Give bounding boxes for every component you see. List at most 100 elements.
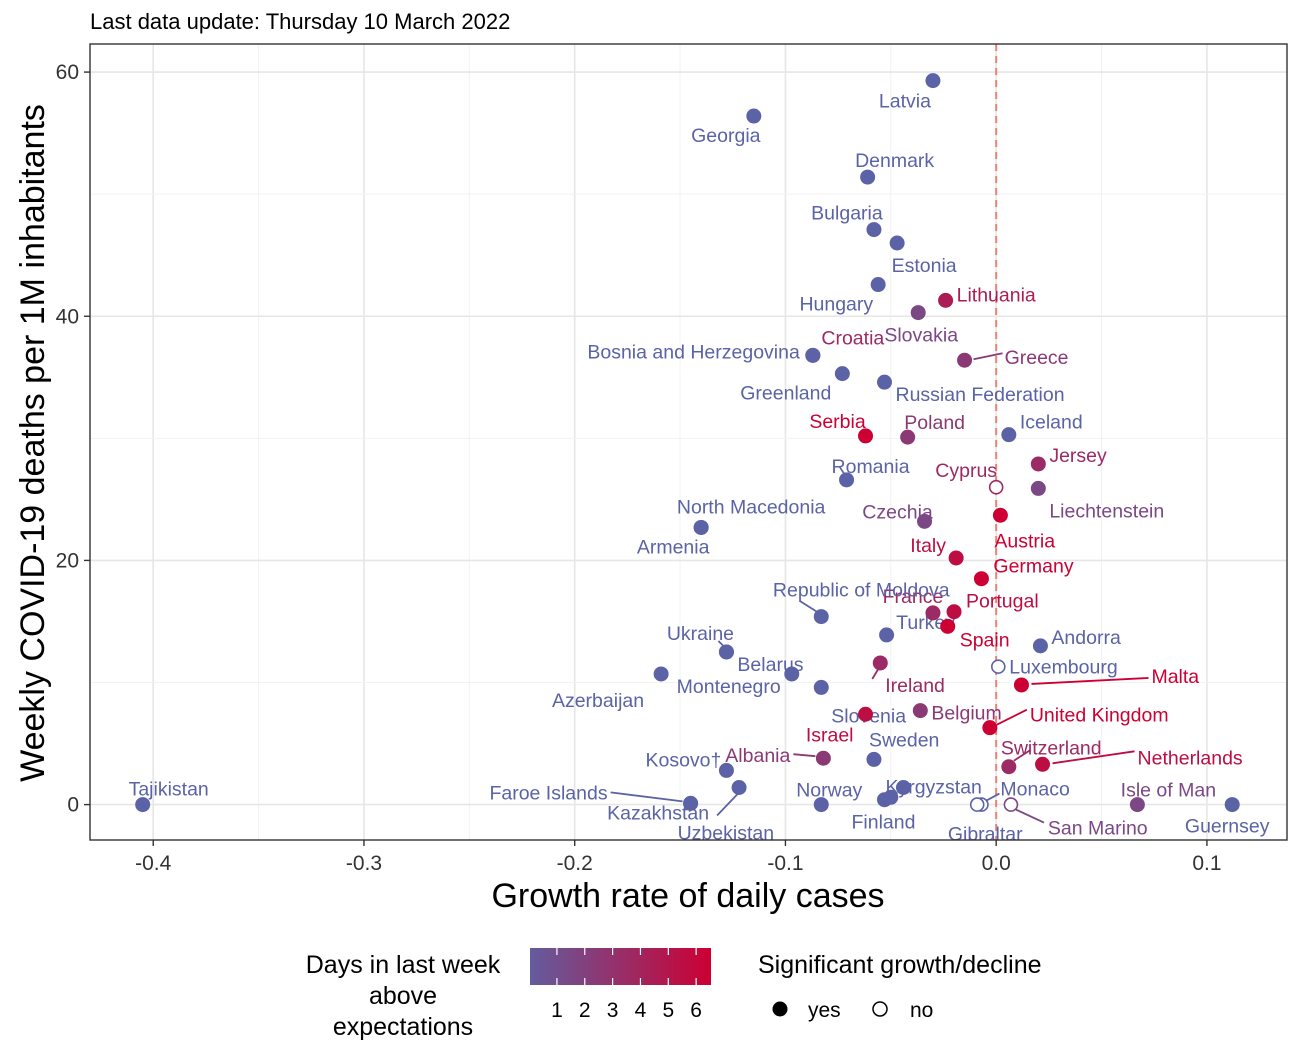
point-israel	[858, 706, 874, 722]
point-label-monaco: Monaco	[1000, 779, 1070, 801]
legend: Days in last week above expectations 1 2 3 4 5 6…	[306, 948, 1042, 1041]
shape-legend-title: Significant growth/decline	[758, 951, 1042, 979]
point-label-sweden: Sweden	[869, 729, 939, 751]
point-finland	[883, 789, 899, 805]
x-axis-title: Growth rate of daily cases	[491, 877, 884, 915]
point-label-republic-of-moldova: Republic of Moldova	[773, 580, 950, 602]
point-switzerland	[1001, 759, 1017, 775]
point-france	[925, 605, 941, 621]
point-label-albania: Albania	[725, 745, 790, 767]
point-label-bosnia-and-herzegovina: Bosnia and Herzegovina	[587, 341, 800, 363]
point-label-switzerland: Switzerland	[1001, 738, 1102, 760]
point-label-spain: Spain	[960, 629, 1010, 651]
leader-line-faroe-islands	[610, 791, 683, 803]
point-republic-of-moldova	[813, 609, 829, 625]
colorbar-tick-label: 4	[635, 999, 647, 1022]
point-label-austria: Austria	[994, 530, 1055, 552]
axes: -0.4 -0.3 -0.2 -0.1 0.0 0.1 0 20 40 60	[56, 43, 1288, 875]
point-sweden	[866, 751, 882, 767]
point-greece	[957, 352, 973, 368]
point-label-greenland: Greenland	[740, 383, 831, 405]
x-tick-label: -0.3	[346, 852, 382, 875]
point-montenegro	[784, 666, 800, 682]
colorbar-tick-label: 2	[579, 999, 591, 1022]
leader-line-san-marino	[1015, 808, 1045, 824]
leader-line-albania	[793, 753, 816, 758]
y-axis-title: Weekly COVID-19 deaths per 1M inhabitant…	[14, 104, 52, 782]
point-label-lithuania: Lithuania	[957, 284, 1036, 306]
legend-label-yes: yes	[808, 999, 841, 1022]
legend-filled-point	[772, 1001, 788, 1017]
point-germany	[973, 571, 989, 587]
point-label-kyrgyzstan: Kyrgyzstan	[885, 777, 981, 799]
point-label-ireland: Ireland	[885, 675, 945, 697]
color-legend-title: above	[369, 982, 437, 1010]
x-tick-label: -0.4	[135, 852, 172, 875]
point-turkey	[879, 627, 895, 643]
point-hungary	[870, 277, 886, 293]
point-bosnia-and-herzegovina	[805, 347, 821, 363]
colorbar	[530, 948, 711, 985]
point-isle-of-man	[1129, 797, 1145, 813]
point-label-bulgaria: Bulgaria	[811, 203, 883, 225]
point-label-montenegro: Montenegro	[677, 676, 781, 698]
y-tick-label: 0	[67, 794, 79, 817]
point-label-romania: Romania	[832, 456, 910, 478]
point-label-gibraltar: Gibraltar	[948, 824, 1023, 846]
point-label-kosovo: Kosovo†	[645, 749, 721, 771]
point-romania	[839, 472, 855, 488]
point-denmark	[860, 169, 876, 185]
point-label-jersey: Jersey	[1049, 445, 1107, 467]
point-label-hungary: Hungary	[799, 294, 873, 316]
point-label-malta: Malta	[1151, 666, 1199, 688]
point-label-israel: Israel	[806, 724, 854, 746]
point-cyprus	[988, 479, 1004, 495]
point-liechtenstein	[1030, 480, 1046, 496]
leader-line-malta	[1031, 677, 1149, 685]
point-label-andorra: Andorra	[1051, 627, 1121, 649]
point-label-finland: Finland	[852, 812, 916, 834]
y-tick-label: 40	[56, 305, 79, 328]
point-georgia	[746, 108, 762, 124]
point-label-portugal: Portugal	[966, 591, 1039, 613]
plot-panel	[90, 44, 1287, 840]
point-label-isle-of-man: Isle of Man	[1121, 780, 1216, 802]
point-guernsey	[1224, 797, 1240, 813]
leader-line-greece	[973, 352, 1003, 361]
point-label-liechtenstein: Liechtenstein	[1049, 500, 1164, 522]
point-label-kazakhstan: Kazakhstan	[607, 803, 709, 825]
data-layer: Tajikistan Latvia Georgia Denmark Bulgaria Es…	[129, 73, 1270, 846]
point-label-united-kingdom: United Kingdom	[1030, 705, 1169, 727]
point-united-kingdom	[982, 720, 998, 736]
point-lithuania	[938, 292, 954, 308]
point-estonia	[889, 235, 905, 251]
point-belarus	[718, 644, 734, 660]
point-tajikistan	[135, 797, 151, 813]
point-label-azerbaijan: Azerbaijan	[552, 690, 644, 712]
point-jersey	[1030, 456, 1046, 472]
point-bulgaria	[866, 222, 882, 238]
point-belgium	[912, 703, 928, 719]
point-ireland	[872, 655, 888, 671]
point-label-north-macedonia: North Macedonia	[677, 496, 826, 518]
point-label-czechia: Czechia	[862, 501, 933, 523]
point-andorra	[1032, 638, 1048, 654]
colorbar-tick-label: 5	[662, 999, 674, 1022]
point-label-guernsey: Guernsey	[1185, 816, 1270, 838]
leader-line-ukraine	[717, 640, 725, 647]
x-tick-label: 0.1	[1192, 852, 1221, 875]
color-legend-title: expectations	[333, 1013, 473, 1041]
point-armenia	[693, 519, 709, 535]
point-latvia	[925, 73, 941, 89]
point-label-germany: Germany	[993, 556, 1073, 578]
point-gibraltar	[969, 797, 985, 812]
point-label-uzbekistan: Uzbekistan	[678, 822, 774, 844]
point-label-italy: Italy	[910, 535, 946, 557]
point-label-croatia: Croatia	[821, 327, 884, 349]
point-label-iceland: Iceland	[1020, 412, 1083, 434]
leader-line-republic-of-moldova	[798, 599, 819, 614]
point-serbia	[858, 428, 874, 444]
point-label-luxembourg: Luxembourg	[1009, 657, 1117, 679]
leader-line-monaco	[986, 792, 1000, 802]
